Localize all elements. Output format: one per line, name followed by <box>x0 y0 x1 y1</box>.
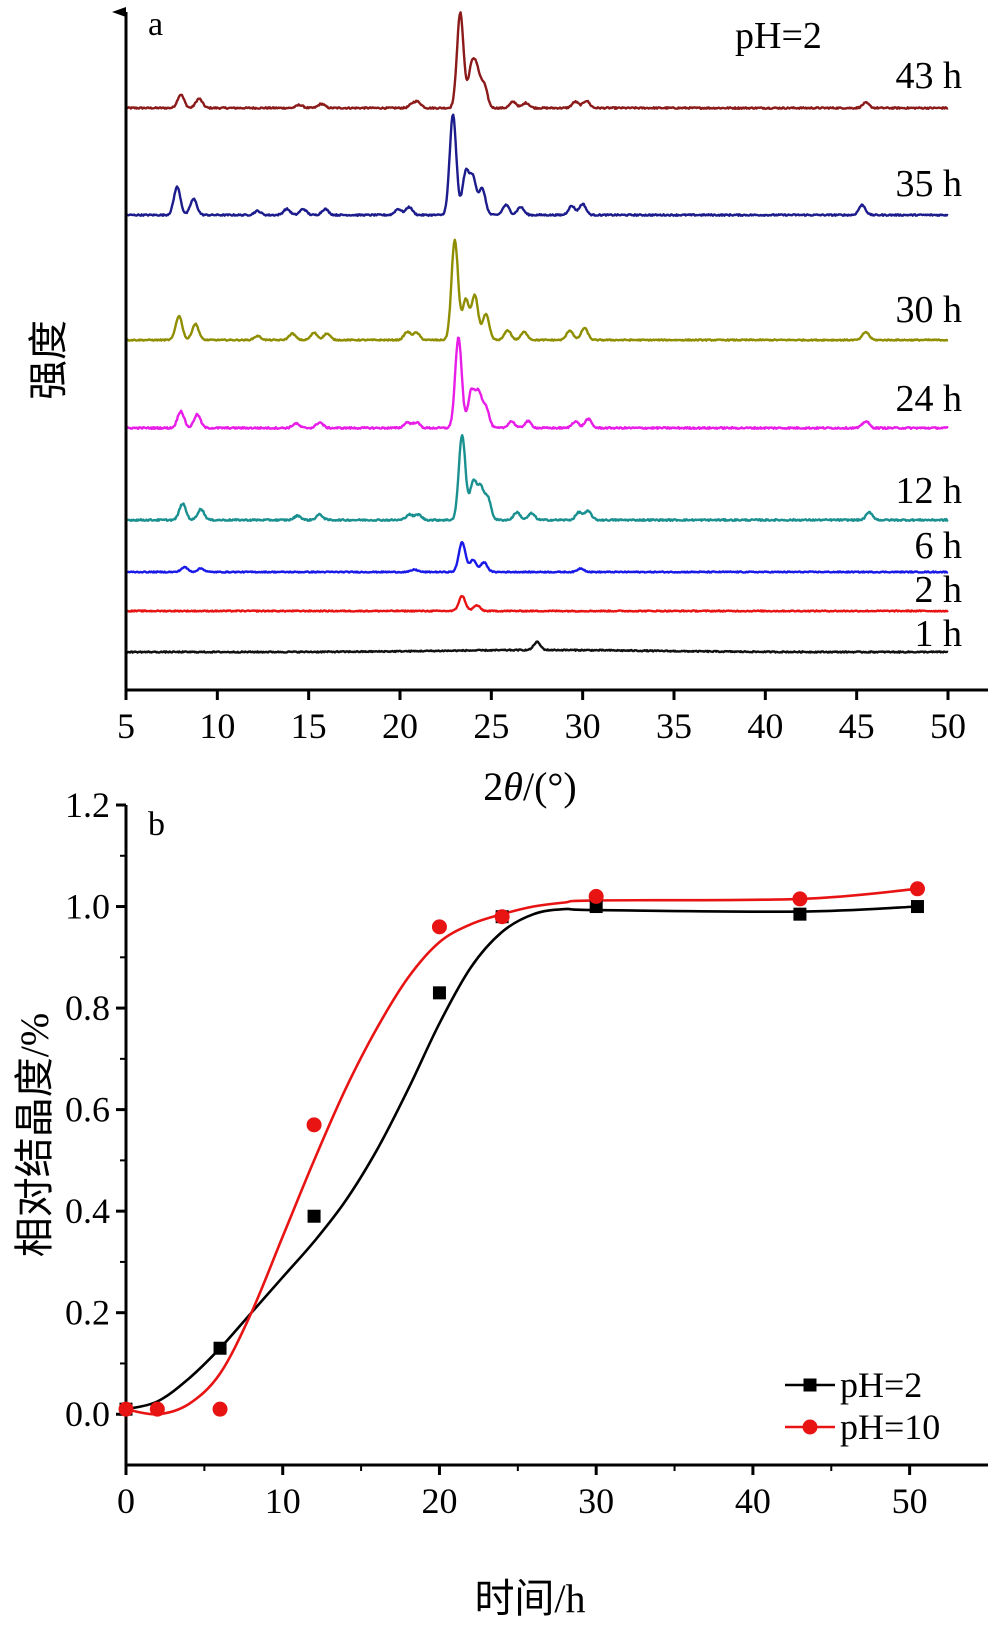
xrd-trace-1-h <box>125 640 949 654</box>
data-point-ph-2 <box>213 1341 227 1355</box>
panel-a-letter: a <box>148 6 163 43</box>
crystallinity-y-tick-label: 0.2 <box>65 1293 110 1333</box>
xrd-x-axis-title-prefix: 2 <box>483 764 503 809</box>
data-point-ph-10 <box>431 919 447 935</box>
data-point-ph-2 <box>432 986 446 1000</box>
xrd-x-axis-title-suffix: /(°) <box>523 764 577 809</box>
crystallinity-y-tick-label: 0.0 <box>65 1394 110 1434</box>
data-point-ph-2 <box>589 900 603 914</box>
crystallinity-panel: 0 10 20 30 40 50 0.0 0.2 0.4 0.6 0.8 1.0 1.2 b 时间/h… <box>12 785 988 1621</box>
xrd-annotation: pH=2 <box>735 15 822 57</box>
data-point-ph-10 <box>909 881 925 897</box>
xrd-trace-label-1-h: 1 h <box>915 613 963 655</box>
xrd-x-tick-label: 30 <box>565 706 601 746</box>
xrd-trace-label-24-h: 24 h <box>896 378 963 420</box>
crystallinity-y-axis-title: 相对结晶度/% <box>12 1013 57 1257</box>
xrd-trace-2-h <box>125 594 949 613</box>
fit-curve-ph-10 <box>125 887 918 1416</box>
xrd-x-tick-label: 50 <box>930 706 966 746</box>
crystallinity-y-tick-label: 0.6 <box>65 1090 110 1130</box>
data-point-ph-2 <box>307 1209 321 1223</box>
xrd-x-tick-label: 10 <box>199 706 235 746</box>
xrd-trace-label-6-h: 6 h <box>915 525 963 567</box>
data-point-ph-2 <box>910 900 924 914</box>
xrd-x-tick-label: 35 <box>656 706 692 746</box>
crystallinity-x-tick-label: 20 <box>421 1481 457 1521</box>
crystallinity-y-ticks: 0.0 0.2 0.4 0.6 0.8 1.0 1.2 <box>65 785 126 1434</box>
xrd-trace-24-h <box>125 336 949 430</box>
xrd-trace-30-h <box>125 238 949 342</box>
xrd-trace-label-12-h: 12 h <box>896 470 963 512</box>
panel-b-letter: b <box>148 806 165 843</box>
crystallinity-x-axis-title: 时间/h <box>474 1576 585 1621</box>
xrd-y-axis-title: 强度 <box>26 320 71 400</box>
xrd-trace-label-30-h: 30 h <box>896 289 963 331</box>
crystallinity-x-tick-label: 50 <box>892 1481 928 1521</box>
data-point-ph-10 <box>118 1401 134 1417</box>
legend-marker-ph-10 <box>802 1419 818 1435</box>
data-point-ph-10 <box>149 1401 165 1417</box>
xrd-x-axis-title-var: θ <box>503 764 523 809</box>
crystallinity-x-tick-label: 40 <box>735 1481 771 1521</box>
crystallinity-y-tick-label: 0.4 <box>65 1191 110 1231</box>
legend-label-ph-2: pH=2 <box>840 1365 922 1405</box>
fit-curve-ph-2 <box>125 905 918 1411</box>
data-point-ph-10 <box>792 891 808 907</box>
crystallinity-x-tick-label: 10 <box>265 1481 301 1521</box>
crystallinity-y-tick-label: 1.0 <box>65 887 110 927</box>
xrd-x-tick-label: 40 <box>747 706 783 746</box>
xrd-x-ticks: 5 10 15 20 25 30 35 40 45 50 <box>117 690 966 746</box>
xrd-x-axis-title: 2θ/(°) <box>483 764 576 809</box>
xrd-trace-labels: 43 h 35 h 30 h 24 h 12 h 6 h2 h1 h <box>896 55 963 655</box>
data-point-ph-10 <box>494 909 510 925</box>
crystallinity-x-ticks: 0 10 20 30 40 50 <box>117 1465 928 1521</box>
crystallinity-data-points <box>118 881 925 1417</box>
crystallinity-legend: pH=2pH=10 <box>785 1365 940 1447</box>
data-point-ph-10 <box>588 888 604 904</box>
xrd-x-tick-label: 20 <box>382 706 418 746</box>
data-point-ph-2 <box>793 907 807 921</box>
data-point-ph-10 <box>306 1117 322 1133</box>
legend-label-ph-10: pH=10 <box>840 1407 940 1447</box>
xrd-panel: 43 h 35 h 30 h 24 h 12 h 6 h2 h1 h 5 10 15 20 25 3… <box>26 6 988 809</box>
xrd-trace-label-2-h: 2 h <box>915 569 963 611</box>
xrd-x-tick-label: 25 <box>473 706 509 746</box>
xrd-x-tick-label: 45 <box>839 706 875 746</box>
xrd-trace-35-h <box>125 113 949 217</box>
data-point-ph-10 <box>212 1401 228 1417</box>
xrd-trace-label-43-h: 43 h <box>896 55 963 97</box>
xrd-trace-12-h <box>125 434 949 522</box>
xrd-traces <box>125 11 949 654</box>
xrd-trace-label-35-h: 35 h <box>896 163 963 205</box>
xrd-x-tick-label: 15 <box>291 706 327 746</box>
xrd-trace-43-h <box>125 11 949 110</box>
crystallinity-y-tick-label: 1.2 <box>65 785 110 825</box>
crystallinity-fit-curves <box>125 887 918 1416</box>
crystallinity-x-tick-label: 0 <box>117 1481 135 1521</box>
crystallinity-y-tick-label: 0.8 <box>65 988 110 1028</box>
legend-marker-ph-2 <box>803 1378 817 1392</box>
xrd-trace-6-h <box>125 541 949 574</box>
crystallinity-x-tick-label: 30 <box>578 1481 614 1521</box>
xrd-x-tick-label: 5 <box>117 706 135 746</box>
